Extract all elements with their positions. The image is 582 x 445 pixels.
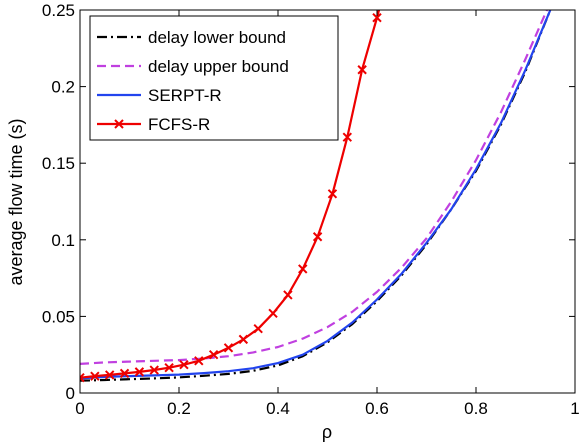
x-tick-label: 0.2: [167, 399, 191, 418]
plot-frame: [79, 9, 576, 394]
fcfs-r-point: [90, 371, 100, 381]
fcfs-r-point: [194, 356, 204, 366]
series-line-delay-upper-bound: [80, 10, 549, 365]
y-tick-label: 0.1: [51, 231, 75, 250]
x-tick-label: 1: [570, 399, 579, 418]
x-tick-label: 0.6: [365, 399, 389, 418]
fcfs-r-point: [253, 323, 263, 334]
legend-label-fcfs-r: FCFS-R: [148, 115, 210, 134]
fcfs-r-point: [372, 12, 382, 23]
legend-marker: [114, 119, 124, 129]
y-tick-label: 0.15: [42, 154, 75, 173]
y-tick-label: 0.2: [51, 78, 75, 97]
fcfs-r-point: [283, 290, 293, 300]
y-axis-title: average flow time (s): [6, 118, 26, 285]
fcfs-r-point: [119, 368, 130, 379]
fcfs-r-point: [298, 264, 308, 274]
x-axis-title: ρ: [322, 422, 332, 442]
legend: delay lower bound delay upper bound SERPT-…: [89, 15, 339, 141]
fcfs-r-point: [342, 132, 353, 142]
fcfs-r-point: [179, 359, 189, 370]
fcfs-r-point: [223, 343, 234, 353]
y-tick-label: 0: [66, 384, 75, 403]
x-tick-label: 0.4: [266, 399, 290, 418]
series-line-serpt-r: [80, 10, 552, 380]
tick-layer: 0 0.2 0.4 0.6 0.8 1 0 0.05 0.1 0.15 0.2 0.25: [42, 1, 580, 418]
fcfs-r-point: [104, 370, 115, 380]
fcfs-r-point: [164, 363, 174, 373]
series-line-fcfs-r: [80, 10, 381, 379]
fcfs-r-point: [327, 189, 338, 199]
fcfs-r-point: [357, 65, 367, 75]
fcfs-r-point: [238, 334, 249, 345]
fcfs-r-point: [149, 365, 159, 375]
fcfs-r-point: [208, 349, 219, 360]
y-tick-label: 0.05: [42, 307, 75, 326]
x-tick-label: 0.8: [464, 399, 488, 418]
legend-label-delay-upper-bound: delay upper bound: [148, 57, 289, 76]
x-tick-label: 0: [75, 399, 84, 418]
legend-label-serpt-r: SERPT-R: [148, 86, 222, 105]
series-layer: [80, 10, 552, 383]
legend-label-delay-lower-bound: delay lower bound: [148, 28, 286, 47]
fcfs-r-point: [80, 372, 85, 383]
fcfs-r-point: [134, 367, 145, 377]
fcfs-r-point: [268, 308, 278, 319]
y-tick-label: 0.25: [42, 1, 75, 20]
fcfs-r-point: [312, 232, 323, 242]
